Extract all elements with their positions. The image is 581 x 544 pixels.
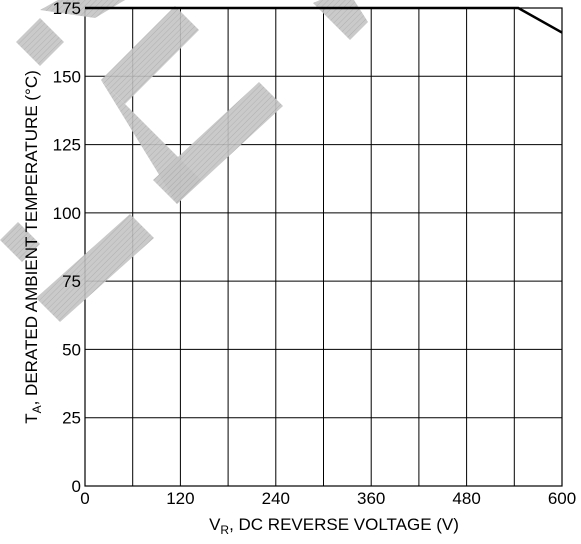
y-tick-labels: 0 25 50 75 100 125 150 175 (53, 0, 81, 496)
x-tick-labels: 0 120 240 360 480 600 (80, 489, 576, 508)
y-tick-label: 125 (53, 136, 81, 155)
watermark-stroke-top (40, 0, 125, 18)
y-tick-label: 25 (62, 409, 81, 428)
x-tick-label: 120 (166, 489, 194, 508)
y-tick-label: 175 (53, 0, 81, 18)
y-tick-label: 100 (53, 204, 81, 223)
grid-lines (84, 7, 563, 487)
series-line-0 (85, 6, 563, 34)
x-tick-label: 360 (357, 489, 385, 508)
y-tick-label: 50 (62, 340, 81, 359)
x-tick-label: 240 (262, 489, 290, 508)
y-axis-label: TA, DERATED AMBIENT TEMPERATURE (°C) (22, 70, 44, 424)
x-tick-label: 600 (548, 489, 576, 508)
y-tick-label: 75 (62, 272, 81, 291)
watermark-stroke-v-right (153, 82, 283, 204)
watermark-stroke-left-upper (16, 18, 64, 66)
watermark-stroke-lower-left (36, 214, 154, 322)
watermark-stamp (0, 0, 368, 322)
y-tick-label: 0 (72, 477, 81, 496)
y-tick-label: 150 (53, 67, 81, 86)
x-tick-label: 0 (80, 489, 89, 508)
plot-area (85, 6, 563, 34)
watermark-stroke-mid-left (0, 222, 40, 262)
x-axis-label: VR, DC REVERSE VOLTAGE (V) (209, 515, 459, 537)
watermark-stroke-big-diagonal (101, 6, 199, 104)
watermark-stroke-right-top (313, 0, 368, 40)
x-tick-label: 480 (452, 489, 480, 508)
